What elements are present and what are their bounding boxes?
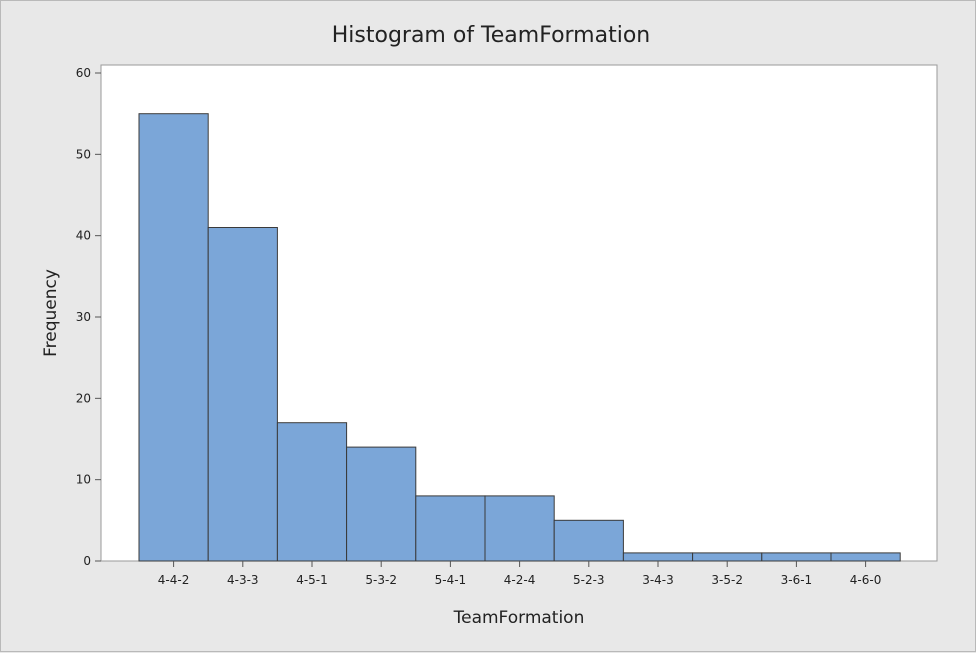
y-tick-label: 50	[76, 147, 91, 161]
x-tick-label: 3-6-1	[781, 573, 813, 587]
bar-5-4-1	[415, 495, 486, 562]
y-axis-label: Frequency	[41, 269, 61, 357]
x-axis: 4-4-2 4-3-3 4-5-1 5-3-2 5-4-1 4-2-4 5-2-3 3-4-3…	[158, 561, 882, 587]
bars-group	[138, 113, 901, 562]
x-tick-label: 4-5-1	[296, 573, 328, 587]
bar-5-3-2	[346, 446, 417, 562]
x-tick-label: 5-3-2	[365, 573, 397, 587]
bar-4-4-2	[138, 113, 209, 562]
y-tick-label: 40	[76, 229, 91, 243]
bar-5-2-3	[553, 519, 624, 562]
x-tick-label: 3-5-2	[711, 573, 743, 587]
x-tick-label: 5-4-1	[435, 573, 467, 587]
bar-4-5-1	[276, 422, 348, 562]
x-tick-label: 3-4-3	[642, 573, 674, 587]
bar-4-3-3	[207, 227, 278, 562]
bar-3-5-2	[692, 552, 763, 562]
x-tick-label: 5-2-3	[573, 573, 605, 587]
y-tick-label: 10	[76, 473, 91, 487]
x-axis-label: TeamFormation	[453, 608, 585, 628]
y-tick-label: 0	[83, 554, 91, 568]
x-tick-label: 4-3-3	[227, 573, 259, 587]
bar-4-2-4	[484, 495, 555, 562]
bar-3-6-1	[761, 552, 832, 562]
y-tick-label: 20	[76, 391, 91, 405]
bar-4-6-0	[830, 552, 901, 562]
chart-title: Histogram of TeamFormation	[332, 23, 651, 48]
y-axis: 0 10 20 30 40 50 60	[76, 66, 101, 568]
x-tick-label: 4-4-2	[158, 573, 190, 587]
y-tick-label: 60	[76, 66, 91, 80]
y-tick-label: 30	[76, 310, 91, 324]
bar-3-4-3	[622, 552, 694, 562]
x-tick-label: 4-6-0	[850, 573, 882, 587]
x-tick-label: 4-2-4	[504, 573, 536, 587]
